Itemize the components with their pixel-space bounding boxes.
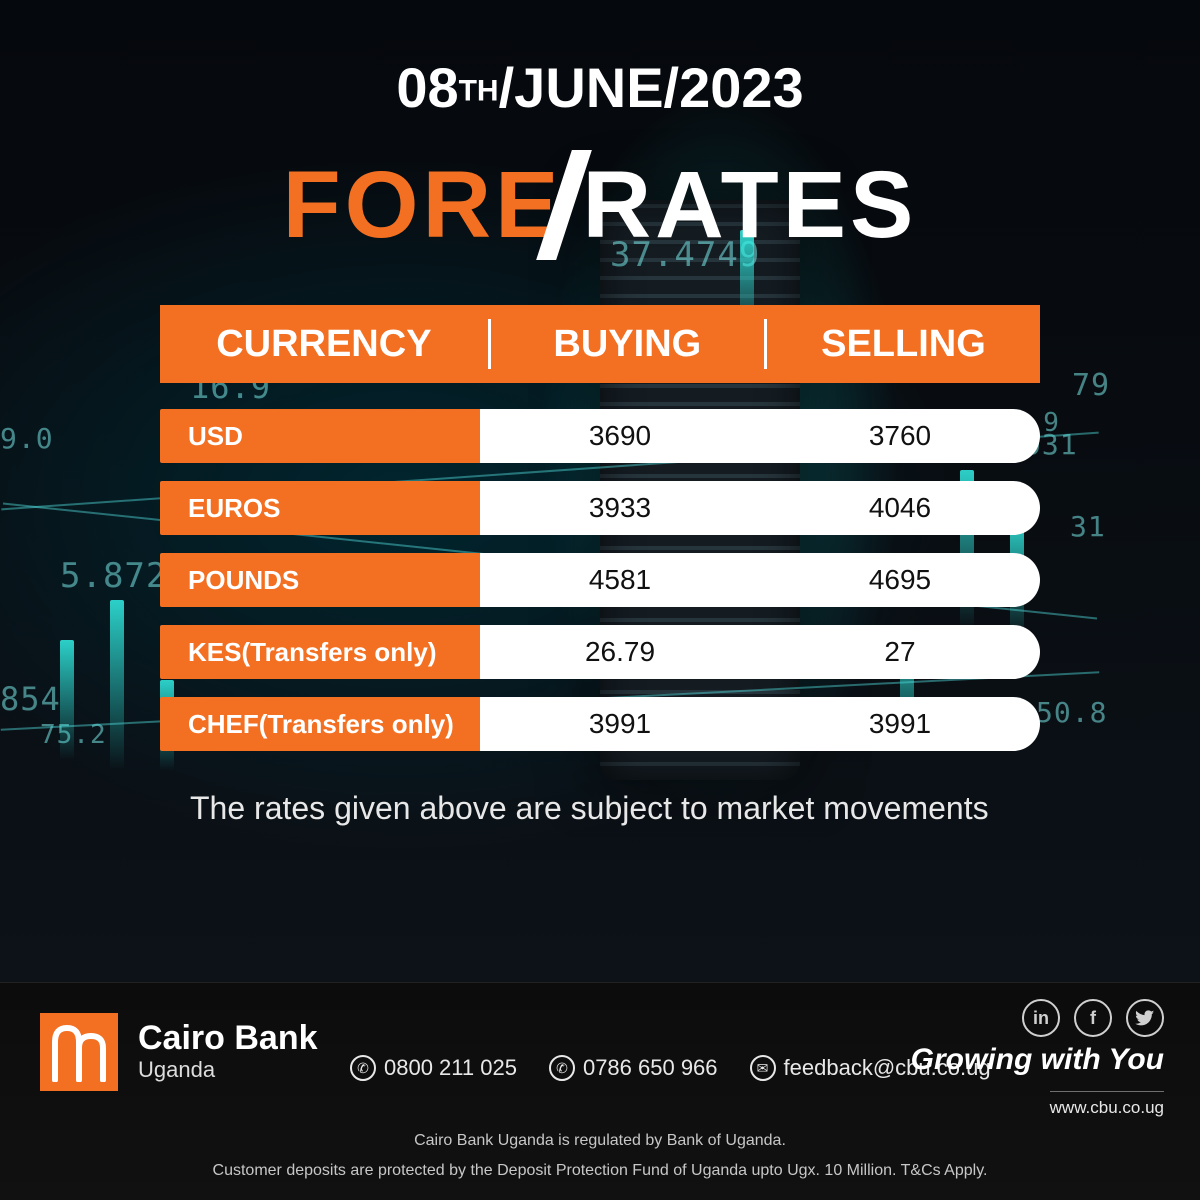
rate-buy: 3933: [480, 492, 760, 524]
bank-name: Cairo Bank: [138, 1021, 318, 1057]
bank-logo-icon: [40, 1013, 118, 1091]
linkedin-icon[interactable]: in: [1022, 999, 1060, 1037]
rate-sell: 4695: [760, 564, 1040, 596]
rate-sell: 3760: [760, 420, 1040, 452]
table-header: CURRENCY BUYING SELLING: [160, 305, 1040, 383]
header-buying: BUYING: [491, 323, 764, 366]
rate-row: KES(Transfers only)26.7927: [160, 625, 1040, 679]
rate-values: 45814695: [480, 553, 1040, 607]
header-selling: SELLING: [767, 323, 1040, 366]
facebook-icon[interactable]: f: [1074, 999, 1112, 1037]
phone-2-number: 0786 650 966: [583, 1055, 718, 1081]
regulatory-line-1: Cairo Bank Uganda is regulated by Bank o…: [0, 1132, 1200, 1150]
main-content: 08TH/JUNE/2023 FORE RATES CURRENCY BUYIN…: [0, 0, 1200, 830]
rate-currency: KES(Transfers only): [160, 625, 480, 679]
phone-2[interactable]: ✆ 0786 650 966: [549, 1055, 718, 1081]
title-word-forex: FORE: [283, 151, 563, 260]
rate-buy: 3690: [480, 420, 760, 452]
date-suffix: TH: [459, 75, 499, 108]
rate-row: CHEF(Transfers only)39913991: [160, 697, 1040, 751]
phone-icon: ✆: [549, 1055, 575, 1081]
tagline: Growing with You: [911, 1043, 1164, 1077]
rate-sell: 27: [760, 636, 1040, 668]
footer: Cairo Bank Uganda ✆ 0800 211 025 ✆ 0786 …: [0, 982, 1200, 1200]
rates-table-body: USD36903760EUROS39334046POUNDS45814695KE…: [160, 409, 1040, 751]
rate-values: 36903760: [480, 409, 1040, 463]
rate-currency: USD: [160, 409, 480, 463]
rate-currency: POUNDS: [160, 553, 480, 607]
rate-buy: 3991: [480, 708, 760, 740]
disclaimer-text: The rates given above are subject to mar…: [190, 787, 1010, 830]
bank-logo-block: Cairo Bank Uganda: [40, 1013, 318, 1091]
rate-currency: CHEF(Transfers only): [160, 697, 480, 751]
rate-values: 39334046: [480, 481, 1040, 535]
contact-row: ✆ 0800 211 025 ✆ 0786 650 966 ✉ feedback…: [350, 1055, 991, 1081]
phone-1[interactable]: ✆ 0800 211 025: [350, 1055, 517, 1081]
date-heading: 08TH/JUNE/2023: [396, 55, 803, 120]
rate-values: 39913991: [480, 697, 1040, 751]
date-rest: /JUNE/2023: [499, 56, 804, 119]
rate-values: 26.7927: [480, 625, 1040, 679]
phone-icon: ✆: [350, 1055, 376, 1081]
title-word-rates: RATES: [582, 151, 917, 260]
twitter-icon[interactable]: [1126, 999, 1164, 1037]
social-icons: in f: [1022, 999, 1164, 1037]
rate-sell: 4046: [760, 492, 1040, 524]
header-currency: CURRENCY: [160, 323, 488, 366]
bank-country: Uganda: [138, 1057, 318, 1083]
date-day: 08: [396, 56, 458, 119]
mail-icon: ✉: [750, 1055, 776, 1081]
rate-sell: 3991: [760, 708, 1040, 740]
rate-row: USD36903760: [160, 409, 1040, 463]
rate-row: POUNDS45814695: [160, 553, 1040, 607]
rate-currency: EUROS: [160, 481, 480, 535]
website-url[interactable]: www.cbu.co.ug: [1050, 1091, 1164, 1118]
regulatory-line-2: Customer deposits are protected by the D…: [0, 1162, 1200, 1180]
rate-row: EUROS39334046: [160, 481, 1040, 535]
rate-buy: 26.79: [480, 636, 760, 668]
phone-1-number: 0800 211 025: [384, 1055, 517, 1081]
bank-name-block: Cairo Bank Uganda: [138, 1021, 318, 1083]
page-title: FORE RATES: [283, 150, 918, 260]
rate-buy: 4581: [480, 564, 760, 596]
